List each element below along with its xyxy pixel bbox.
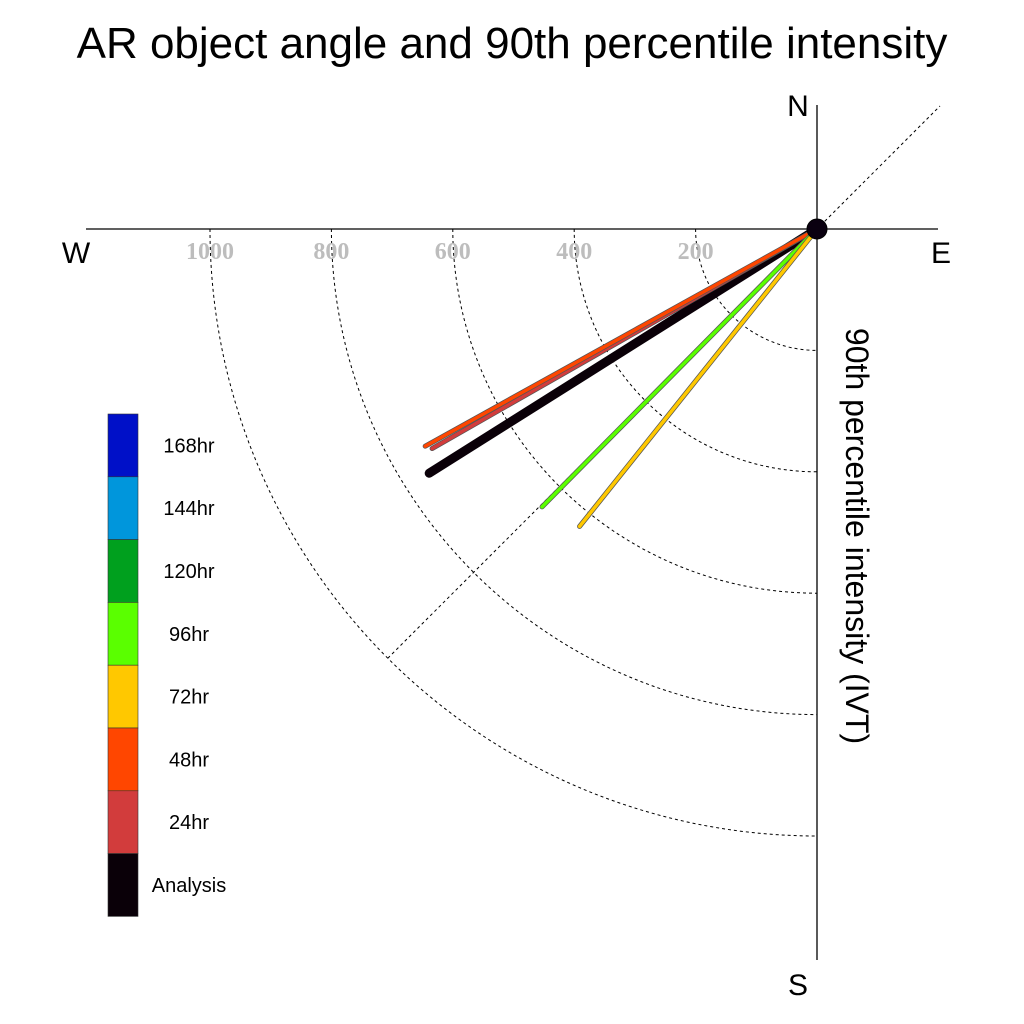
legend-label-48hr: 48hr [169,749,209,771]
compass-north: N [787,90,809,123]
origin-marker [806,218,828,240]
vector-72hr [577,227,819,529]
legend-label-Analysis: Analysis [152,875,226,897]
radial-ring-200 [695,228,818,351]
compass-west: W [62,237,91,270]
vector-48hr [423,227,819,448]
legend-swatch-120hr [107,539,139,603]
lead-time-legend: 168hr 144hr 120hr 96hr 72hr 48hr 24hr Analysis [107,413,226,917]
legend-swatch-72hr [107,664,139,729]
vector-Analysis [424,224,822,478]
vector-96hr [540,227,819,509]
legend-swatch-168hr [107,413,139,478]
legend-label-144hr: 144hr [163,498,214,520]
tick-label-400: 400 [556,239,592,265]
legend-label-168hr: 168hr [163,435,214,457]
legend-label-24hr: 24hr [169,812,209,834]
legend-label-120hr: 120hr [163,561,214,583]
legend-label-72hr: 72hr [169,687,209,709]
tick-label-200: 200 [678,239,714,265]
intensity-vectors [422,224,822,529]
legend-swatch-96hr [107,602,139,666]
tick-label-800: 800 [313,239,349,265]
y-axis-label: 90th percentile intensity (IVT) [839,328,875,744]
radial-ring-800 [330,228,818,716]
compass-east: E [931,237,951,270]
legend-swatch-144hr [107,476,139,540]
tick-label-1000: 1000 [186,239,234,265]
radial-ring-600 [452,228,818,594]
legend-swatch-Analysis [107,853,139,917]
chart-title: AR object angle and 90th percentile inte… [77,19,948,68]
radial-ring-400 [573,228,818,473]
legend-swatch-24hr [107,790,139,854]
tick-label-600: 600 [435,239,471,265]
legend-swatch-48hr [107,727,139,792]
compass-south: S [788,969,808,1002]
radial-tick-labels: 200 400 600 800 1000 [186,239,714,265]
legend-label-96hr: 96hr [169,624,209,646]
